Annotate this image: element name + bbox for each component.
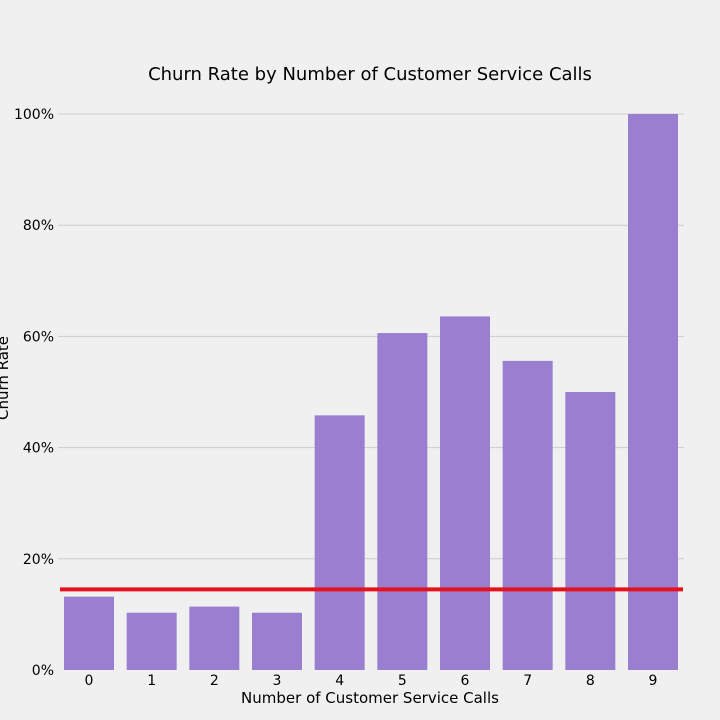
y-tick-label: 0% xyxy=(32,663,54,679)
bar xyxy=(64,596,114,670)
bar xyxy=(377,333,428,670)
y-tick-label: 60% xyxy=(23,329,54,345)
y-tick-label: 40% xyxy=(23,441,54,457)
y-axis-label: Churn Rate xyxy=(0,336,12,420)
bar xyxy=(126,612,177,670)
x-tick-label: 4 xyxy=(335,673,344,689)
bar xyxy=(628,114,678,670)
x-tick-label: 8 xyxy=(586,673,595,689)
x-tick-label: 5 xyxy=(398,673,407,689)
x-tick-label: 2 xyxy=(210,673,219,689)
bar xyxy=(252,612,302,670)
x-tick-labels: 0 1 2 3 4 5 6 7 8 9 xyxy=(85,673,658,689)
x-axis-label: Number of Customer Service Calls xyxy=(241,689,499,707)
x-tick-label: 3 xyxy=(273,673,282,689)
bar xyxy=(314,415,365,670)
x-tick-label: 7 xyxy=(523,673,532,689)
x-tick-label: 1 xyxy=(147,673,156,689)
x-tick-label: 9 xyxy=(649,673,658,689)
y-tick-label: 20% xyxy=(23,552,54,568)
x-tick-label: 6 xyxy=(461,673,470,689)
y-tick-label: 80% xyxy=(23,218,54,234)
bars xyxy=(64,114,678,670)
chart-title: Churn Rate by Number of Customer Service… xyxy=(148,64,592,85)
bar xyxy=(502,360,553,670)
y-tick-label: 100% xyxy=(14,107,54,123)
bar xyxy=(189,606,240,670)
y-tick-labels: 0% 20% 40% 60% 80% 100% xyxy=(14,107,54,679)
bar xyxy=(440,316,490,670)
x-tick-label: 0 xyxy=(85,673,94,689)
bar xyxy=(565,392,616,670)
